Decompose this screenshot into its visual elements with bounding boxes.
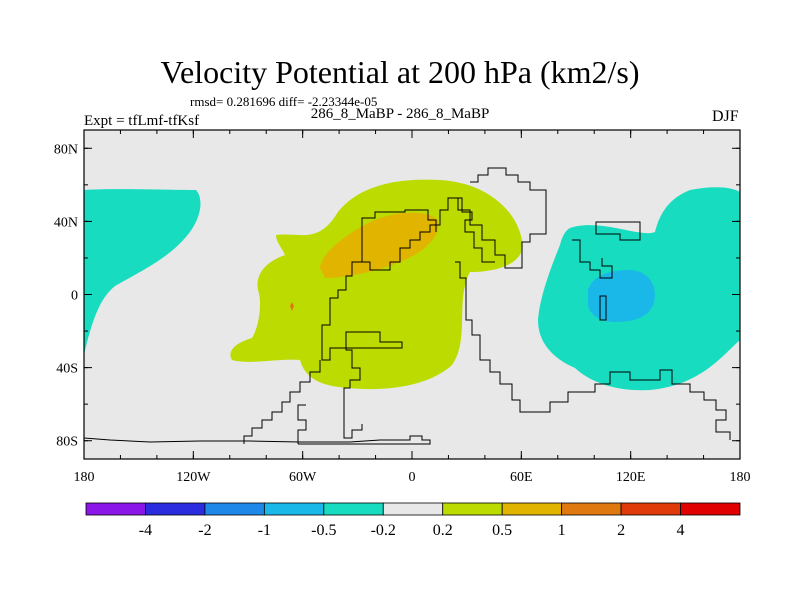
x-axis: 180 120W 60W 0 60E 120E 180: [74, 130, 751, 485]
colorbar-swatch: [620, 502, 681, 516]
y-axis: 80N 40N 0 40S 80S: [54, 142, 740, 450]
x-tick-label: 180: [730, 470, 751, 485]
coast-south-america: [243, 360, 321, 444]
contour-fill-positive: [230, 179, 523, 390]
colorbar-label: -0.2: [371, 522, 396, 539]
colorbar-label: -2: [198, 522, 211, 539]
colorbar-swatch: [501, 502, 563, 516]
colorbar-swatch: [680, 502, 741, 516]
x-tick-label: 60W: [289, 470, 317, 485]
contour-fill-strong-negative: [587, 270, 655, 322]
x-tick-label: 60E: [510, 470, 533, 485]
coastlines: [84, 167, 731, 445]
y-tick-label: 40S: [56, 362, 78, 377]
colorbar-label: 1: [558, 522, 566, 539]
y-tick-label: 80N: [54, 142, 78, 157]
coast-islands-small: [599, 295, 607, 321]
colorbar-swatch: [145, 502, 206, 516]
coast-scandinavia: [448, 197, 495, 263]
coast-eurasia: [361, 167, 547, 271]
colorbar-swatch: [442, 502, 503, 516]
colorbar-swatch: [561, 502, 622, 516]
stats-line: rmsd= 0.281696 diff= -2.23344e-05: [190, 94, 378, 109]
coast-islands: [297, 404, 307, 444]
x-tick-label: 180: [74, 470, 95, 485]
colorbar-swatch: [85, 502, 146, 516]
coast-africa: [321, 261, 403, 439]
coast-europe: [361, 209, 437, 255]
colorbar-label: 0.5: [492, 522, 512, 539]
coast-antarctica: [84, 435, 431, 445]
contour-fill-small-positive: [290, 302, 294, 311]
y-tick-label: 40N: [54, 215, 78, 230]
contour-fill-negative-west: [84, 189, 201, 355]
colorbar-swatch: [382, 502, 444, 516]
x-tick-label: 0: [409, 470, 416, 485]
coast-australia: [595, 221, 641, 241]
experiment-label: Expt = tfLmf-tfKsf: [84, 113, 200, 129]
colorbar-label: 2: [617, 522, 625, 539]
colorbar-swatch: [323, 502, 384, 516]
colorbar-label: -0.5: [311, 522, 336, 539]
contour-fill-strong-positive: [320, 212, 439, 278]
cases-label: 286_8_MaBP - 286_8_MaBP: [310, 106, 490, 122]
map-panel: [84, 130, 740, 459]
colorbar-swatch: [263, 502, 325, 516]
colorbar-label: -4: [139, 522, 152, 539]
colorbar-label: -1: [258, 522, 271, 539]
y-tick-label: 0: [71, 289, 78, 304]
x-tick-label: 120E: [616, 470, 646, 485]
season-label: DJF: [712, 108, 739, 125]
coast-africa-east: [455, 261, 731, 440]
y-tick-label: 80S: [56, 435, 78, 450]
colorbar-label: 4: [677, 522, 685, 539]
x-tick-label: 120W: [176, 470, 211, 485]
figure-title: Velocity Potential at 200 hPa (km2/s): [160, 54, 640, 90]
colorbar: -4 -2 -1 -0.5 -0.2 0.2 0.5 1 2 4: [85, 502, 741, 539]
coast-indonesia: [572, 239, 613, 279]
colorbar-swatch: [204, 502, 265, 516]
colorbar-label: 0.2: [433, 522, 453, 539]
